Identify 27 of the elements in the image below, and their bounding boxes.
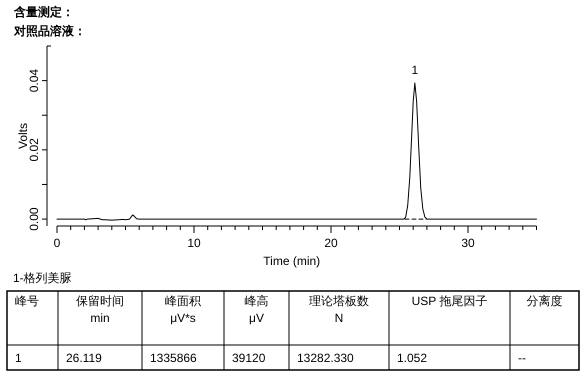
text: 1335866: [150, 351, 198, 365]
chart-title: 含量测定：: [13, 5, 74, 19]
text: 1-格列美脲: [13, 271, 72, 285]
text: USP 拖尾因子: [412, 294, 488, 308]
text: 峰高 μV: [244, 294, 268, 325]
x-tick-label: 20: [324, 236, 338, 250]
text: 峰号: [15, 294, 39, 308]
annotation: 1: [412, 63, 418, 78]
text: 39120: [232, 351, 266, 365]
text: 1: [15, 351, 22, 365]
text: 13282.330: [297, 351, 354, 365]
chart-subtitle: 对照品溶液：: [13, 24, 86, 38]
y-tick-label: 0.04: [27, 68, 41, 92]
x-tick-label: 30: [461, 236, 475, 250]
text: 峰面积 μV*s: [165, 294, 201, 325]
x-tick-label: 10: [187, 236, 201, 250]
y-tick-label: 0.02: [27, 138, 41, 162]
y-axis-title: Volts: [16, 122, 30, 150]
x-axis-title: Time (min): [263, 254, 320, 268]
text: 1.052: [397, 351, 428, 365]
text: 理论塔板数 N: [309, 294, 369, 325]
text: 26.119: [66, 351, 102, 365]
x-tick-label: 0: [54, 236, 61, 250]
text: 分离度: [526, 294, 562, 308]
text: --: [518, 351, 526, 365]
y-tick-label: 0.00: [27, 207, 41, 231]
text: 保留时间 min: [76, 294, 124, 325]
